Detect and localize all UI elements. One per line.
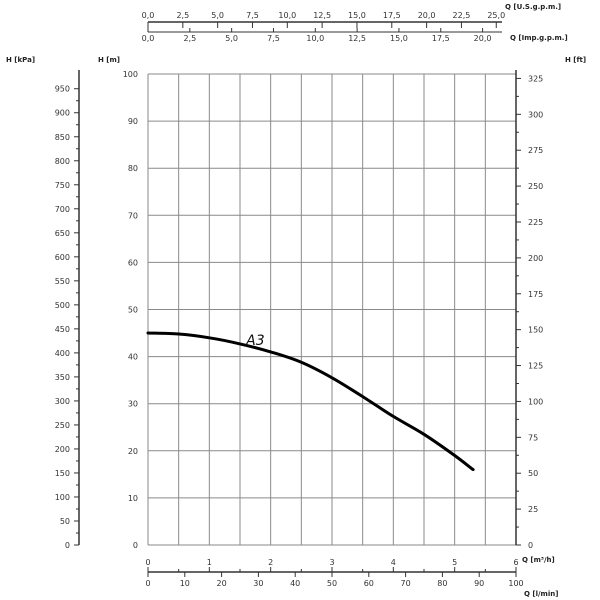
tick-label-lmin: 50 (327, 579, 337, 588)
grid (147, 73, 517, 546)
axis-title-ft: H [ft] (565, 56, 586, 64)
tick-label-kpa: 650 (55, 229, 70, 238)
tick-label-kpa: 150 (55, 469, 70, 478)
tick-label-usgpm: 15,0 (348, 11, 366, 20)
tick-label-kpa: 550 (55, 277, 70, 286)
tick-label-m: 70 (128, 211, 138, 220)
tick-label-impgpm: 15,0 (390, 34, 408, 43)
tick-label-usgpm: 2,5 (176, 11, 189, 20)
tick-label-ft: 250 (528, 182, 543, 191)
tick-label-kpa: 600 (55, 253, 70, 262)
tick-label-lmin: 20 (217, 579, 227, 588)
tick-label-m3h: 2 (268, 558, 273, 567)
tick-label-impgpm: 7,5 (267, 34, 280, 43)
tick-label-ft: 225 (528, 218, 543, 227)
tick-label-m3h: 6 (513, 558, 518, 567)
tick-label-usgpm: 0,0 (142, 11, 155, 20)
tick-label-ft: 150 (528, 326, 543, 335)
tick-label-lmin: 70 (401, 579, 411, 588)
tick-label-kpa: 900 (55, 109, 70, 118)
tick-label-ft: 50 (528, 469, 538, 478)
tick-label-kpa: 450 (55, 325, 70, 334)
tick-label-ft: 275 (528, 146, 543, 155)
tick-label-ft: 175 (528, 290, 543, 299)
tick-label-m: 80 (128, 164, 138, 173)
tick-label-m3h: 0 (145, 558, 150, 567)
axis-title-m: H [m] (98, 56, 120, 64)
tick-label-impgpm: 10,0 (306, 34, 324, 43)
tick-label-usgpm: 7,5 (246, 11, 259, 20)
axes: 0501001502002503003504004505005506006507… (55, 11, 544, 588)
tick-label-lmin: 90 (474, 579, 484, 588)
tick-label-m3h: 1 (207, 558, 212, 567)
tick-label-kpa: 100 (55, 493, 70, 502)
tick-label-impgpm: 17,5 (432, 34, 450, 43)
tick-label-lmin: 10 (180, 579, 190, 588)
series-layer (146, 331, 475, 472)
tick-label-ft: 75 (528, 433, 538, 442)
tick-label-kpa: 950 (55, 85, 70, 94)
axis-title-m3h: Q [m³/h] (522, 556, 555, 564)
tick-label-lmin: 80 (437, 579, 447, 588)
tick-label-impgpm: 0,0 (142, 34, 155, 43)
tick-label-m: 100 (123, 70, 138, 79)
tick-label-usgpm: 5,0 (211, 11, 224, 20)
tick-label-m3h: 5 (452, 558, 457, 567)
tick-label-m: 10 (128, 494, 138, 503)
tick-label-m: 20 (128, 447, 138, 456)
tick-label-kpa: 50 (60, 517, 70, 526)
tick-label-m: 40 (128, 353, 138, 362)
series-line-a3 (146, 331, 475, 472)
tick-label-m: 30 (128, 400, 138, 409)
labels-layer: H [kPa] H [m] H [ft] Q [U.S.g.p.m.] Q [Imp.g… (6, 3, 586, 598)
tick-label-m3h: 3 (329, 558, 334, 567)
tick-label-ft: 0 (528, 541, 533, 550)
tick-label-kpa: 800 (55, 157, 70, 166)
tick-label-lmin: 0 (145, 579, 150, 588)
tick-label-kpa: 500 (55, 301, 70, 310)
tick-label-usgpm: 10,0 (278, 11, 296, 20)
tick-label-kpa: 850 (55, 133, 70, 142)
tick-label-kpa: 250 (55, 421, 70, 430)
tick-label-ft: 200 (528, 254, 543, 263)
tick-label-lmin: 100 (508, 579, 523, 588)
tick-label-ft: 100 (528, 397, 543, 406)
tick-label-m3h: 4 (391, 558, 396, 567)
tick-label-lmin: 40 (290, 579, 300, 588)
tick-label-kpa: 700 (55, 205, 70, 214)
tick-label-usgpm: 20,0 (418, 11, 436, 20)
tick-label-lmin: 60 (364, 579, 374, 588)
tick-label-impgpm: 12,5 (348, 34, 366, 43)
axis-title-kpa: H [kPa] (6, 56, 35, 64)
tick-label-impgpm: 20,0 (474, 34, 492, 43)
tick-label-kpa: 400 (55, 349, 70, 358)
tick-label-m: 50 (128, 306, 138, 315)
tick-label-usgpm: 12,5 (313, 11, 331, 20)
tick-label-ft: 325 (528, 74, 543, 83)
tick-label-m: 90 (128, 117, 138, 126)
tick-label-kpa: 350 (55, 373, 70, 382)
tick-label-kpa: 0 (65, 541, 70, 550)
tick-label-ft: 300 (528, 110, 543, 119)
axis-title-impgpm: Q [Imp.g.p.m.] (510, 34, 568, 42)
tick-label-m: 0 (133, 541, 138, 550)
axis-title-lmin: Q [l/min] (524, 590, 558, 598)
tick-label-lmin: 30 (253, 579, 263, 588)
tick-label-usgpm: 17,5 (383, 11, 401, 20)
tick-label-kpa: 300 (55, 397, 70, 406)
tick-label-ft: 25 (528, 505, 538, 514)
series-label-a3: A3 (245, 333, 264, 349)
tick-label-kpa: 200 (55, 445, 70, 454)
tick-label-usgpm: 25,0 (487, 11, 505, 20)
tick-label-impgpm: 2,5 (183, 34, 196, 43)
tick-label-impgpm: 5,0 (225, 34, 238, 43)
tick-label-kpa: 750 (55, 181, 70, 190)
tick-label-m: 60 (128, 258, 138, 267)
tick-label-usgpm: 22,5 (453, 11, 471, 20)
tick-label-ft: 125 (528, 362, 543, 371)
axis-title-usgpm: Q [U.S.g.p.m.] (505, 3, 561, 11)
